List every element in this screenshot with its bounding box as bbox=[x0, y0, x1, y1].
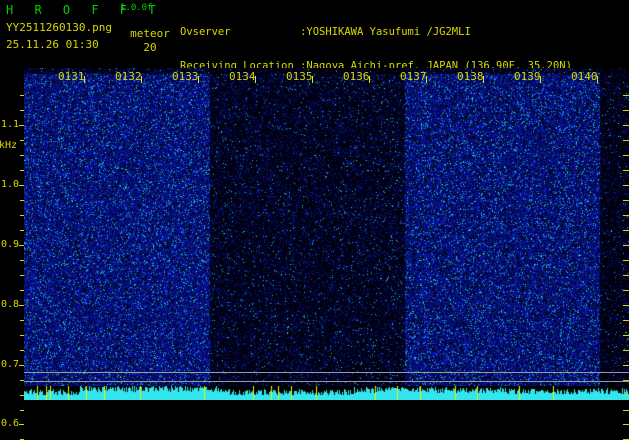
x-tick-label: 0131 bbox=[58, 70, 85, 83]
y-tick-label: 0.8 bbox=[0, 299, 19, 310]
y-tick-right bbox=[623, 424, 629, 425]
metadata-key-observer: Ovserver bbox=[180, 26, 231, 39]
y-tick-major bbox=[19, 245, 24, 246]
y-tick-right bbox=[623, 365, 629, 366]
metadata-row-receiving-location: Receiving Location :Nagoya Aichi-pref. JA… bbox=[180, 60, 572, 73]
x-tick-label: 0136 bbox=[343, 70, 370, 83]
y-tick-label: 0.6 bbox=[0, 418, 19, 429]
metadata-row-observer: Ovserver :YOSHIKAWA Yasufumi /JG2MLI bbox=[180, 27, 572, 38]
y-tick-label: 0.9 bbox=[0, 239, 19, 250]
right-axis-ticks bbox=[622, 68, 629, 440]
y-tick-right bbox=[623, 290, 629, 291]
observation-datetime-label: 25.11.26 01:30 bbox=[6, 38, 99, 51]
y-tick-right bbox=[623, 110, 629, 111]
y-tick-minor bbox=[20, 395, 24, 396]
x-tick-label: 0140 bbox=[571, 70, 598, 83]
horizontal-gridline bbox=[24, 372, 629, 373]
y-tick-minor bbox=[20, 290, 24, 291]
x-tick-label: 0139 bbox=[514, 70, 541, 83]
meteor-count-value: 20 bbox=[143, 41, 157, 54]
spectrogram-plot: 0131 0132 0133 0134 0135 0136 0137 0138 0139 0140 bbox=[24, 68, 629, 400]
y-tick-label: 0.7 bbox=[0, 359, 19, 370]
y-tick-minor bbox=[20, 95, 24, 96]
file-name-label: YY2511260130.png bbox=[6, 21, 112, 34]
y-tick-minor bbox=[20, 110, 24, 111]
y-tick-minor bbox=[20, 215, 24, 216]
x-tick-label: 0133 bbox=[172, 70, 199, 83]
y-tick-right bbox=[623, 125, 629, 126]
y-tick-right bbox=[623, 260, 629, 261]
y-tick-right bbox=[623, 395, 629, 396]
y-tick-right bbox=[623, 155, 629, 156]
y-tick-right bbox=[623, 320, 629, 321]
y-tick-major bbox=[19, 185, 24, 186]
y-tick-minor bbox=[20, 200, 24, 201]
meteor-count-label: meteor bbox=[130, 27, 170, 40]
x-tick-mark bbox=[369, 76, 370, 83]
x-tick-mark bbox=[483, 76, 484, 83]
y-tick-right bbox=[623, 245, 629, 246]
y-tick-right bbox=[623, 410, 629, 411]
metadata-value-receiving-location: :Nagoya Aichi-pref. JAPAN (136.90E, 35.2… bbox=[300, 60, 572, 73]
y-tick-right bbox=[623, 215, 629, 216]
y-tick-right bbox=[623, 230, 629, 231]
y-tick-minor bbox=[20, 380, 24, 381]
y-tick-minor bbox=[20, 335, 24, 336]
metadata-key-receiving-location: Receiving Location bbox=[180, 60, 294, 73]
x-tick-mark bbox=[597, 76, 598, 83]
x-tick-mark bbox=[312, 76, 313, 83]
frequency-axis-unit-label: kHz bbox=[0, 140, 18, 151]
app-title: H R O F F T bbox=[6, 3, 163, 17]
x-tick-label: 0137 bbox=[400, 70, 427, 83]
x-tick-mark bbox=[426, 76, 427, 83]
y-tick-right bbox=[623, 275, 629, 276]
y-tick-label: 1.1 bbox=[0, 119, 19, 130]
y-tick-minor bbox=[20, 260, 24, 261]
signal-strength-waveform bbox=[24, 386, 629, 400]
y-tick-minor bbox=[20, 320, 24, 321]
waveform-canvas bbox=[24, 386, 629, 400]
app-version-label: 1.0.0f bbox=[120, 3, 153, 13]
y-tick-minor bbox=[20, 230, 24, 231]
y-tick-right bbox=[623, 335, 629, 336]
y-tick-major bbox=[19, 424, 24, 425]
horizontal-gridline bbox=[24, 381, 629, 382]
x-tick-label: 0132 bbox=[115, 70, 142, 83]
y-tick-major bbox=[19, 305, 24, 306]
y-tick-right bbox=[623, 305, 629, 306]
y-tick-minor bbox=[20, 410, 24, 411]
x-tick-mark bbox=[84, 76, 85, 83]
x-tick-label: 0138 bbox=[457, 70, 484, 83]
y-tick-label: 1.0 bbox=[0, 179, 19, 190]
x-tick-mark bbox=[255, 76, 256, 83]
y-tick-minor bbox=[20, 350, 24, 351]
y-tick-minor bbox=[20, 170, 24, 171]
frequency-axis: kHz 1.1 1.0 0.9 0.8 0.7 0.6 bbox=[0, 68, 24, 440]
y-tick-right bbox=[623, 380, 629, 381]
header-panel: H R O F F T 1.0.0f YY2511260130.png 25.1… bbox=[0, 0, 629, 139]
x-tick-mark bbox=[141, 76, 142, 83]
x-tick-label: 0135 bbox=[286, 70, 313, 83]
y-tick-right bbox=[623, 170, 629, 171]
y-tick-right bbox=[623, 185, 629, 186]
x-tick-label: 0134 bbox=[229, 70, 256, 83]
y-tick-right bbox=[623, 95, 629, 96]
x-tick-mark bbox=[198, 76, 199, 83]
spectrogram-canvas bbox=[24, 68, 629, 400]
metadata-value-observer: :YOSHIKAWA Yasufumi /JG2MLI bbox=[300, 26, 471, 39]
y-tick-minor bbox=[20, 275, 24, 276]
y-tick-minor bbox=[20, 140, 24, 141]
y-tick-right bbox=[623, 140, 629, 141]
x-tick-mark bbox=[540, 76, 541, 83]
y-tick-major bbox=[19, 125, 24, 126]
y-tick-right bbox=[623, 200, 629, 201]
y-tick-minor bbox=[20, 155, 24, 156]
y-tick-right bbox=[623, 350, 629, 351]
y-tick-major bbox=[19, 365, 24, 366]
